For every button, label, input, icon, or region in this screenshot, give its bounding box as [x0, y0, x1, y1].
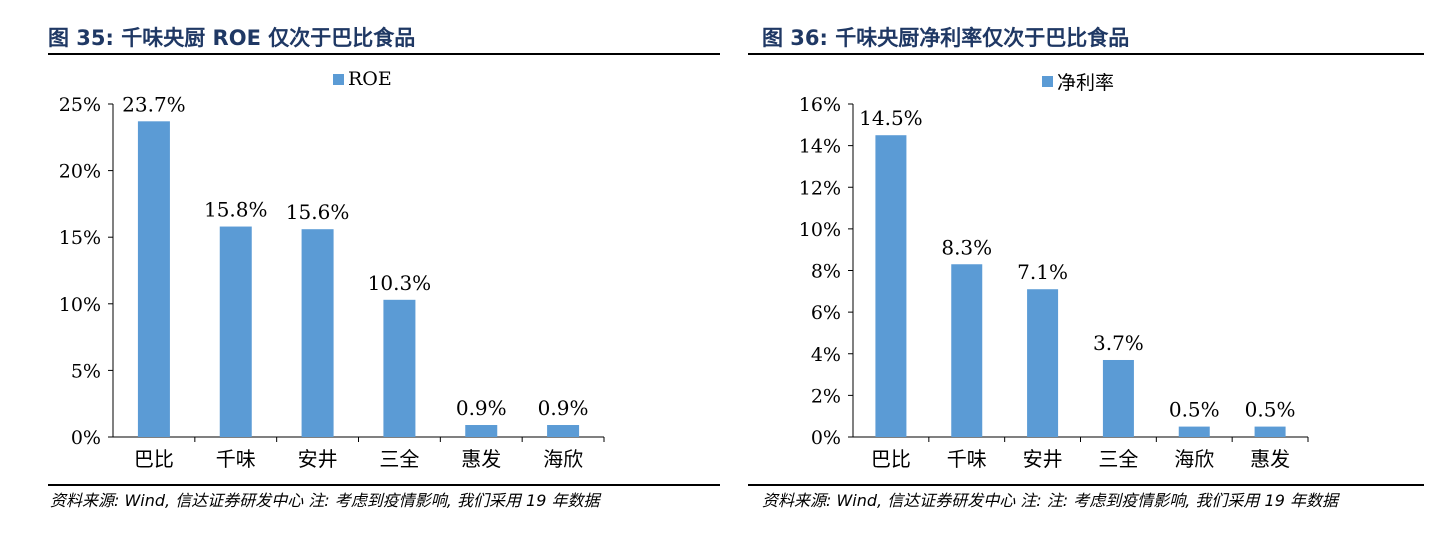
- category-label: 安井: [298, 447, 338, 471]
- y-tick-label: 16%: [799, 94, 841, 116]
- data-label: 3.7%: [1093, 331, 1144, 355]
- bar-chart: 0% 2% 4% 6% 8% 10% 12% 14% 16% 14.5% 巴比 8.3% 千味 7.1% 安…: [799, 94, 1309, 471]
- bar: [951, 264, 983, 437]
- category-label: 三全: [1098, 447, 1138, 471]
- data-label: 10.3%: [368, 271, 432, 295]
- bar: [1027, 289, 1059, 437]
- data-label: 7.1%: [1017, 260, 1068, 284]
- category-label: 巴比: [871, 447, 911, 471]
- bar: [1254, 426, 1286, 437]
- bar: [219, 226, 252, 437]
- category-label: 巴比: [134, 447, 174, 471]
- y-tick-label: 8%: [811, 261, 841, 283]
- figure-title: 图 35: 千味央厨 ROE 仅次于巴比食品: [48, 26, 416, 50]
- figure-panel-left: 图 35: 千味央厨 ROE 仅次于巴比食品 ROE 0% 5% 10% 15% 20%…: [48, 26, 720, 510]
- bar: [1102, 359, 1134, 437]
- bar: [383, 299, 416, 437]
- bar: [301, 229, 334, 437]
- y-tick-label: 10%: [799, 219, 841, 241]
- y-tick-label: 15%: [59, 227, 101, 249]
- category-label: 安井: [1023, 447, 1063, 471]
- category-label: 海欣: [1174, 447, 1214, 471]
- source-note: 资料来源: Wind, 信达证券研发中心 注: 注: 考虑到疫情影响, 我们采用…: [762, 491, 1338, 510]
- y-tick-label: 0%: [71, 427, 101, 449]
- source-divider: [48, 484, 720, 486]
- category-label: 千味: [947, 447, 987, 471]
- data-label: 0.5%: [1169, 398, 1220, 422]
- y-tick-label: 25%: [59, 94, 101, 116]
- title-divider: [48, 53, 720, 55]
- y-tick-label: 14%: [799, 136, 841, 158]
- legend-swatch: [1042, 76, 1053, 87]
- y-tick-label: 6%: [811, 302, 841, 324]
- y-tick-label: 2%: [811, 385, 841, 407]
- category-label: 惠发: [1250, 447, 1290, 471]
- bar: [137, 121, 170, 437]
- data-label: 8.3%: [941, 235, 992, 259]
- bar: [465, 425, 498, 437]
- data-label: 0.9%: [456, 396, 507, 420]
- bar-chart: 0% 5% 10% 15% 20% 25% 23.7% 巴比 15.8% 千味 15.6% 安井 10.…: [59, 92, 605, 471]
- legend-swatch: [333, 73, 344, 85]
- y-tick-label: 10%: [59, 294, 101, 316]
- category-label: 三全: [379, 447, 419, 471]
- y-tick-label: 0%: [811, 427, 841, 449]
- data-label: 15.8%: [204, 198, 268, 222]
- category-label: 海欣: [543, 447, 583, 471]
- chart-legend: 净利率: [1042, 68, 1114, 95]
- figure-panel-right: 图 36: 千味央厨净利率仅次于巴比食品 净利率 0% 2% 4% 6% 8% 10% 12…: [722, 0, 1444, 544]
- source-note: 资料来源: Wind, 信达证券研发中心 注: 考虑到疫情影响, 我们采用 19…: [50, 491, 600, 510]
- y-tick-label: 12%: [799, 177, 841, 199]
- chart-legend: ROE: [333, 68, 392, 90]
- category-label: 惠发: [461, 447, 501, 471]
- source-divider: [748, 484, 1424, 486]
- category-label: 千味: [216, 447, 256, 471]
- legend-label: 净利率: [1057, 72, 1115, 94]
- bar: [547, 425, 580, 437]
- bar: [875, 135, 907, 437]
- bar: [1178, 426, 1210, 437]
- data-label: 14.5%: [859, 106, 923, 130]
- data-label: 23.7%: [122, 92, 186, 116]
- y-tick-label: 4%: [811, 344, 841, 366]
- y-tick-label: 20%: [59, 161, 101, 183]
- data-label: 15.6%: [286, 200, 350, 224]
- data-label: 0.5%: [1245, 398, 1296, 422]
- y-tick-label: 5%: [71, 360, 101, 382]
- data-label: 0.9%: [538, 396, 589, 420]
- title-divider: [748, 53, 1424, 55]
- figure-title: 图 36: 千味央厨净利率仅次于巴比食品: [762, 26, 1130, 50]
- legend-label: ROE: [348, 68, 392, 90]
